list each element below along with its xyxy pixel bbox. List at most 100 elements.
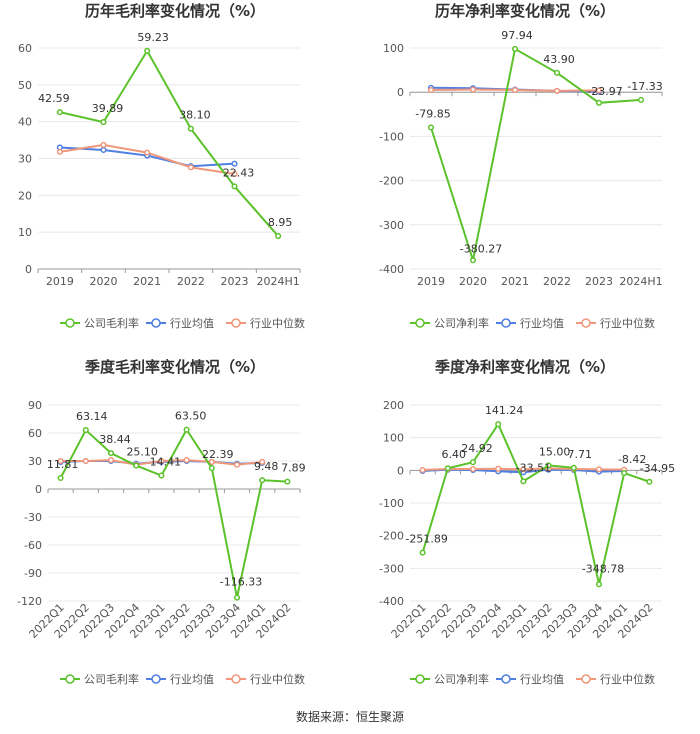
data-label: -116.33	[220, 576, 262, 589]
data-label: -79.85	[415, 107, 450, 120]
data-label: 22.39	[202, 448, 234, 461]
data-point	[107, 457, 115, 464]
legend-item-label: 行业中位数	[600, 672, 655, 686]
data-label: 97.94	[501, 29, 533, 42]
legend-item-label: 行业中位数	[600, 316, 655, 330]
legend-item-label: 公司毛利率	[84, 672, 139, 686]
data-point	[427, 124, 435, 131]
series-line-company	[430, 47, 642, 261]
data-label: 9.48	[254, 460, 279, 473]
data-label: 24.92	[461, 442, 493, 455]
legend-swatch-marker	[501, 674, 511, 684]
data-point	[419, 466, 426, 474]
data-point	[553, 87, 561, 94]
y-tick-label: -400	[379, 263, 404, 276]
data-label: -23.97	[587, 85, 622, 98]
y-tick-label: 40	[18, 116, 32, 129]
data-point	[144, 47, 151, 54]
chart-panel-2: 历年净利率变化情况（%） -400 -300 -200 -100 0 100 2019 2020…	[379, 2, 663, 330]
legend-item-label: 公司净利率	[434, 316, 489, 330]
y-tick-label: 30	[18, 153, 32, 166]
y-tick-label: -300	[379, 219, 404, 232]
data-point	[511, 86, 519, 94]
data-label: -251.89	[405, 533, 447, 546]
y-tick-label: -100	[379, 497, 404, 510]
legend-swatch-marker	[65, 674, 75, 684]
data-label: 43.90	[543, 53, 575, 66]
data-point	[469, 86, 477, 93]
data-point	[100, 141, 107, 148]
x-tick-label: 2022	[543, 275, 571, 288]
data-point	[82, 457, 89, 465]
y-tick-label: 0	[397, 464, 404, 477]
data-point	[495, 421, 502, 428]
data-point	[56, 148, 63, 155]
data-label: 7.71	[568, 448, 593, 461]
chart-title: 季度净利率变化情况（%）	[435, 358, 615, 376]
data-point	[520, 478, 527, 485]
data-point	[183, 426, 190, 433]
data-point	[259, 458, 266, 465]
legend-item-label: 行业中位数	[250, 316, 305, 330]
data-point	[183, 457, 190, 464]
legend-item-label: 公司毛利率	[84, 316, 139, 330]
y-tick-label: -120	[17, 595, 42, 608]
y-tick-label: 30	[28, 455, 42, 468]
series-line-company	[421, 422, 650, 585]
y-tick-label: -30	[24, 511, 42, 524]
data-point	[208, 465, 215, 472]
x-tick-label: 2020	[459, 275, 487, 288]
chart-panel-1: 历年毛利率变化情况（%） 0 10 20 30 40 50 60 2019 2020 2021 202…	[18, 2, 305, 330]
data-point	[595, 466, 603, 473]
data-label: 63.50	[175, 410, 207, 423]
legend-swatch-marker	[151, 318, 161, 328]
legend-swatch-marker	[581, 318, 591, 328]
y-tick-label: 200	[383, 399, 404, 412]
legend-swatch-marker	[231, 674, 241, 684]
data-label: 6.40	[442, 448, 467, 461]
legend-swatch-marker	[65, 318, 75, 328]
y-tick-label: 90	[28, 399, 42, 412]
data-label: 42.59	[38, 92, 70, 105]
data-label: 14.41	[150, 456, 182, 469]
x-tick-label: 2021	[501, 275, 529, 288]
data-point	[427, 86, 435, 94]
data-point	[469, 465, 477, 473]
data-label: -34.95	[640, 462, 675, 475]
data-point	[595, 581, 603, 588]
data-point	[284, 478, 291, 485]
data-point	[520, 466, 527, 473]
chart-title: 历年毛利率变化情况（%）	[85, 2, 265, 20]
data-point	[495, 465, 502, 472]
y-tick-label: 60	[18, 42, 32, 55]
series-line-company	[59, 427, 288, 598]
data-label: -348.78	[582, 562, 624, 575]
legend-swatch-marker	[581, 674, 591, 684]
x-tick-label: 2020	[90, 275, 118, 288]
data-point	[646, 478, 653, 485]
y-tick-label: 0	[35, 483, 42, 496]
x-tick-label: 2023	[221, 275, 249, 288]
data-point	[231, 183, 238, 190]
data-point	[637, 96, 645, 103]
chart-title: 历年净利率变化情况（%）	[435, 2, 615, 20]
data-label: 38.10	[179, 109, 211, 122]
y-tick-label: 60	[28, 427, 42, 440]
data-point	[275, 232, 282, 240]
data-point	[595, 99, 603, 106]
data-label: 63.14	[76, 410, 108, 423]
data-label: 8.95	[268, 216, 293, 229]
legend-item-label: 公司净利率	[434, 672, 489, 686]
data-label: 38.44	[99, 433, 131, 446]
data-label: -8.42	[618, 453, 646, 466]
data-point	[469, 459, 477, 466]
x-tick-label: 2019	[46, 275, 74, 288]
chart-panel-3: 季度毛利率变化情况（%）-120-90-60-3003060902022Q120…	[17, 358, 306, 686]
y-tick-label: 0	[25, 263, 32, 276]
data-label: -380.27	[460, 242, 502, 255]
legend-item-label: 行业均值	[170, 673, 214, 686]
y-tick-label: 20	[18, 189, 32, 202]
y-tick-label: 0	[397, 86, 404, 99]
y-tick-label: 100	[383, 432, 404, 445]
